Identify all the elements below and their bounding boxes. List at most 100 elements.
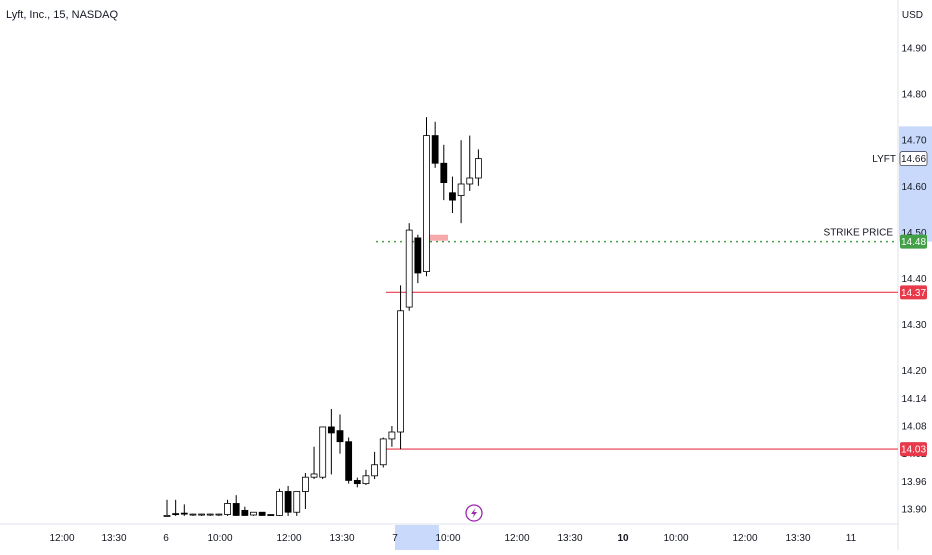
candle-body [371, 464, 379, 477]
candle[interactable] [172, 499, 180, 516]
candle[interactable] [388, 426, 396, 447]
candle-body [301, 476, 309, 492]
candle-body [206, 513, 214, 516]
y-tick-label: 14.50 [901, 228, 926, 239]
strike-price-label: STRIKE PRICE [824, 228, 894, 239]
candle-body [423, 135, 430, 272]
candle[interactable] [258, 511, 266, 516]
candle-body [405, 229, 413, 308]
candle[interactable] [466, 135, 474, 191]
candle[interactable] [336, 414, 344, 454]
y-tick-label: 14.70 [901, 136, 926, 147]
price-highlight-zone [424, 234, 448, 241]
candle-body [474, 158, 482, 179]
level-price-badge [900, 285, 927, 300]
candle[interactable] [189, 513, 197, 516]
symbol-label: LYFT [872, 154, 896, 165]
candle[interactable] [414, 234, 422, 284]
candle[interactable] [362, 469, 370, 486]
level-price-badge [900, 234, 927, 249]
candle[interactable] [276, 488, 283, 516]
candle-body [466, 177, 474, 185]
candle[interactable] [180, 504, 188, 516]
candle-body [457, 183, 465, 196]
candle[interactable] [345, 437, 353, 484]
currency-label[interactable]: USD [901, 10, 923, 21]
y-tick-label: 14.14 [901, 394, 926, 405]
candle[interactable] [241, 506, 249, 516]
x-tick-label: 13:30 [557, 533, 582, 544]
candle[interactable] [215, 513, 223, 516]
candle-body [189, 513, 197, 516]
x-tick-label: 12:00 [49, 533, 74, 544]
x-tick-label: 13:30 [785, 533, 810, 544]
candle[interactable] [198, 513, 206, 516]
y-tick-label: 14.90 [901, 44, 926, 55]
candle-body [397, 310, 404, 433]
time-axis-highlight [395, 525, 439, 550]
candle[interactable] [327, 408, 335, 475]
x-tick-label: 12:00 [504, 533, 529, 544]
candle[interactable] [163, 499, 171, 517]
candle-body [258, 511, 266, 516]
candle-body [310, 473, 318, 478]
candle-body [379, 438, 387, 466]
candle[interactable] [397, 285, 404, 450]
candle[interactable] [267, 514, 275, 516]
candle-body [440, 162, 448, 184]
candle-body [319, 426, 327, 478]
candle-body [267, 514, 275, 516]
candle-body [232, 503, 240, 516]
x-tick-label: 11 [846, 533, 857, 544]
candle[interactable] [371, 451, 379, 480]
y-tick-label: 13.90 [901, 505, 926, 516]
candle[interactable] [457, 140, 465, 224]
candle[interactable] [284, 485, 292, 516]
level-price-badge-label: 14.37 [901, 288, 926, 299]
x-tick-label: 13:30 [329, 533, 354, 544]
level-price-badge-label: 14.03 [901, 445, 926, 456]
candle[interactable] [353, 477, 361, 488]
candle[interactable] [224, 499, 231, 516]
chart-title: Lyft, Inc., 15, NASDAQ [6, 9, 119, 21]
candle-body [431, 135, 439, 164]
lightning-event-icon[interactable] [465, 504, 483, 522]
candle[interactable] [250, 511, 257, 516]
x-tick-label: 6 [163, 533, 169, 544]
candle[interactable] [301, 473, 309, 509]
candle-body [345, 441, 353, 481]
candle[interactable] [319, 426, 327, 480]
candle[interactable] [449, 176, 456, 214]
candle-body [250, 511, 257, 516]
x-tick-label: 10 [617, 533, 629, 544]
candle[interactable] [431, 121, 439, 168]
y-tick-label: 14.80 [901, 90, 926, 101]
candle-body [388, 431, 396, 440]
candle-body [449, 192, 456, 201]
last-price-badge [899, 151, 928, 166]
candle[interactable] [310, 446, 318, 480]
candle-body [224, 503, 231, 515]
y-tick-label: 14.40 [901, 274, 926, 285]
x-tick-label: 10:00 [663, 533, 688, 544]
candle[interactable] [232, 495, 240, 516]
x-tick-label: 10:00 [435, 533, 460, 544]
candle[interactable] [379, 437, 387, 468]
candle-body [353, 480, 361, 485]
y-tick-label: 14.20 [901, 366, 926, 377]
candle-body [293, 491, 301, 513]
candle[interactable] [423, 117, 430, 277]
x-tick-label: 13:30 [101, 533, 126, 544]
candle-body [336, 430, 344, 443]
y-tick-label: 13.96 [901, 477, 926, 488]
candle[interactable] [293, 491, 301, 516]
candle[interactable] [440, 144, 448, 201]
candle-body [276, 491, 283, 516]
price-axis-highlight [899, 126, 932, 242]
candle[interactable] [405, 223, 413, 311]
candle-body [180, 512, 188, 515]
candle[interactable] [206, 513, 214, 516]
candle[interactable] [474, 149, 482, 186]
